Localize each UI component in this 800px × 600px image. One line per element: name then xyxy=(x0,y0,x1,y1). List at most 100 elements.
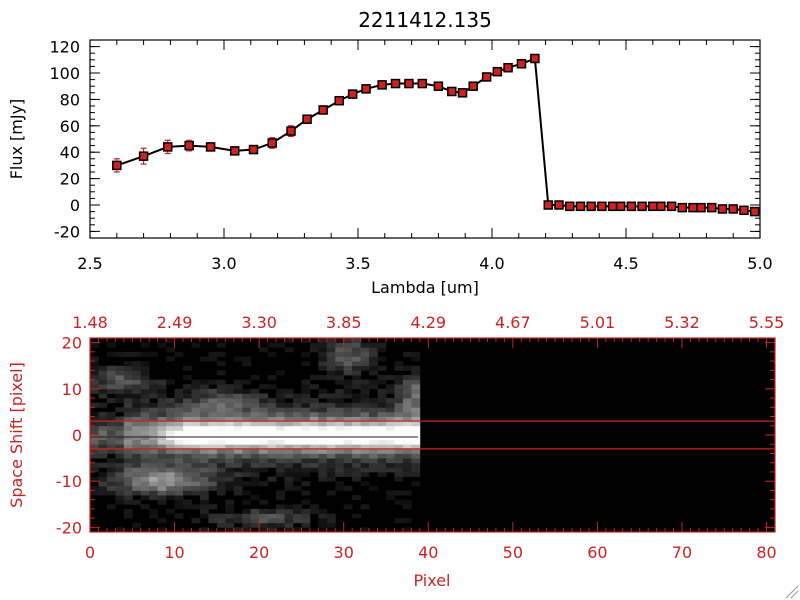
image-pixel xyxy=(123,384,133,390)
image-pixel xyxy=(301,393,311,399)
image-pixel xyxy=(166,467,175,473)
image-pixel xyxy=(216,393,226,399)
image-pixel xyxy=(140,398,150,404)
image-pixel xyxy=(276,411,285,417)
image-pixel xyxy=(123,508,133,514)
image-pixel xyxy=(174,407,184,413)
image-pixel xyxy=(140,495,150,501)
image-pixel xyxy=(98,411,108,417)
image-axis-ticks xyxy=(89,338,776,532)
image-pixel xyxy=(343,467,353,473)
image-pixel xyxy=(259,439,268,445)
image-pixel xyxy=(369,435,378,441)
image-pixel xyxy=(183,448,192,454)
image-pixel xyxy=(411,439,421,445)
image-pixel xyxy=(191,411,201,417)
image-pixel xyxy=(318,462,328,468)
image-pixel xyxy=(242,453,252,459)
image-pixel xyxy=(157,393,167,399)
image-pixel xyxy=(115,430,125,436)
image-pixel xyxy=(326,411,336,417)
image-pixel xyxy=(208,435,218,441)
data-point xyxy=(688,202,698,213)
image-pixel xyxy=(250,462,260,468)
image-pixel xyxy=(166,485,175,491)
pixel-tick-label: 10 xyxy=(164,543,184,562)
image-pixel xyxy=(369,384,378,390)
image-pixel xyxy=(140,448,150,454)
image-pixel xyxy=(140,407,150,413)
image-pixel xyxy=(98,379,108,385)
image-pixel xyxy=(90,430,99,436)
image-pixel xyxy=(377,347,387,353)
image-pixel xyxy=(276,504,285,510)
image-pixel xyxy=(326,490,336,496)
image-pixel xyxy=(183,416,192,422)
image-pixel xyxy=(233,384,243,390)
image-pixel xyxy=(301,416,311,422)
image-pixel xyxy=(183,435,192,441)
image-pixel xyxy=(352,448,362,454)
image-pixel xyxy=(318,416,328,422)
image-pixel xyxy=(284,508,294,514)
image-pixel xyxy=(225,522,235,528)
wavelength-tick-label: 3.30 xyxy=(241,313,277,332)
data-point xyxy=(564,201,575,212)
image-pixel xyxy=(157,448,167,454)
image-pixel xyxy=(394,379,404,385)
image-pixel xyxy=(411,388,421,394)
pixel-tick-labels: 0 10 20 30 40 50 60 70 80 xyxy=(85,543,777,562)
image-pixel xyxy=(394,421,404,427)
image-pixel xyxy=(149,435,159,441)
image-pixel xyxy=(140,490,150,496)
data-point xyxy=(626,201,637,212)
image-pixel xyxy=(115,481,125,487)
image-pixel xyxy=(216,462,226,468)
image-pixel xyxy=(335,356,345,362)
image-pixel xyxy=(385,425,395,431)
image-pixel xyxy=(276,522,285,528)
image-pixel xyxy=(174,462,184,468)
image-pixel xyxy=(335,402,345,408)
image-pixel xyxy=(106,458,116,464)
image-pixel xyxy=(309,508,319,514)
image-pixel xyxy=(385,388,395,394)
image-pixel xyxy=(106,430,116,436)
image-pixel xyxy=(267,411,277,417)
image-pixel xyxy=(292,411,302,417)
image-pixel xyxy=(90,439,99,445)
y-tick-label: 40 xyxy=(60,143,80,162)
image-pixel xyxy=(394,458,404,464)
image-pixel xyxy=(394,439,404,445)
image-pixel xyxy=(250,467,260,473)
image-pixel xyxy=(174,476,184,482)
y-tick-label: 100 xyxy=(49,64,80,83)
image-pixel xyxy=(174,499,184,505)
image-pixel xyxy=(301,430,311,436)
space-shift-tick-label: 10 xyxy=(62,380,82,399)
image-pixel xyxy=(309,411,319,417)
image-pixel xyxy=(149,490,159,496)
image-pixel xyxy=(183,393,192,399)
resize-grip-icon[interactable] xyxy=(785,585,799,599)
image-pixel xyxy=(166,356,175,362)
image-pixel xyxy=(318,458,328,464)
x-tick-label: 3.0 xyxy=(211,254,236,273)
image-pixel xyxy=(411,374,421,380)
image-pixel xyxy=(394,361,404,367)
image-pixel xyxy=(242,513,252,519)
image-pixel xyxy=(225,384,235,390)
image-pixel xyxy=(301,481,311,487)
image-pixel xyxy=(402,453,412,459)
image-pixel xyxy=(199,458,209,464)
data-point xyxy=(492,66,503,77)
image-pixel xyxy=(276,439,285,445)
image-pixel xyxy=(402,444,412,450)
image-pixel xyxy=(199,393,209,399)
image-pixel xyxy=(318,522,328,528)
image-pixel xyxy=(352,416,362,422)
image-pixel xyxy=(208,462,218,468)
image-pixel xyxy=(183,481,192,487)
image-pixel xyxy=(90,388,99,394)
image-pixel xyxy=(377,393,387,399)
